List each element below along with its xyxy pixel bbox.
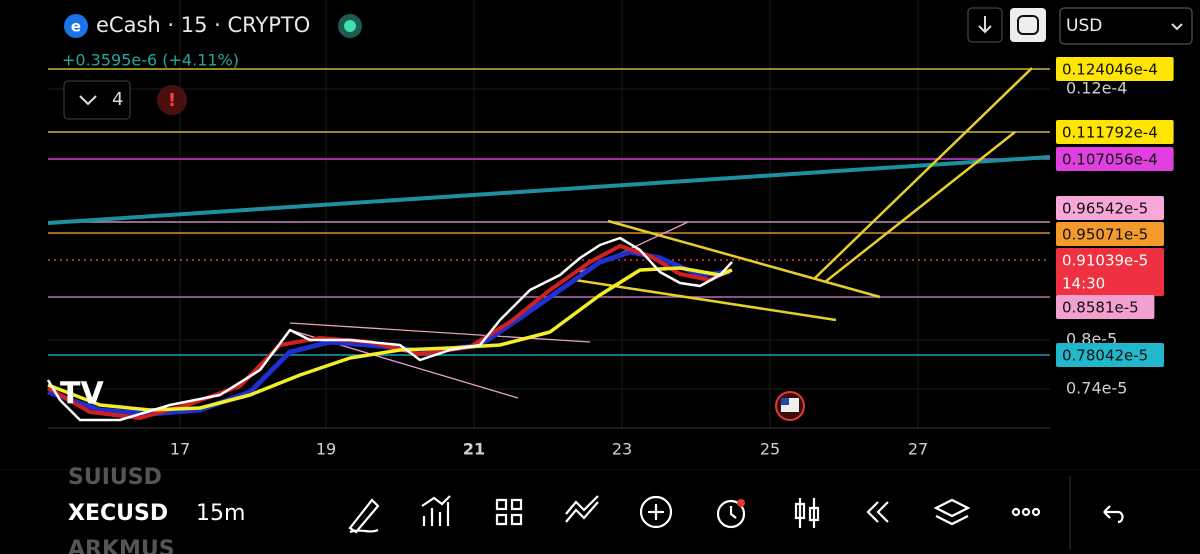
currency-label: USD — [1066, 16, 1102, 36]
price-badge-label: 0.91039e-5 — [1062, 252, 1148, 270]
countdown: 14:30 — [1062, 275, 1105, 293]
coin-logo-letter: e — [71, 18, 81, 36]
select-chevron — [1171, 23, 1183, 31]
watchlist-current[interactable]: XECUSD — [68, 501, 168, 526]
time-tick-label: 21 — [463, 440, 485, 459]
alert-icon[interactable] — [157, 85, 187, 115]
price-badge — [1056, 147, 1174, 171]
add-tool[interactable] — [639, 495, 673, 529]
yellow-trendlines — [574, 67, 1033, 322]
market-status-dot — [344, 20, 356, 32]
price-badge — [1056, 248, 1164, 296]
undo-tool[interactable] — [1103, 505, 1124, 524]
time-tick-label: 23 — [612, 440, 632, 459]
price-series — [46, 236, 733, 422]
toolbar-icons — [348, 495, 1124, 534]
price-tick-label: 0.12e-4 — [1066, 79, 1127, 98]
compare-tool[interactable] — [565, 495, 599, 523]
grid — [48, 0, 1050, 428]
price-badge-label: 0.96542e-5 — [1062, 200, 1148, 218]
coin-logo — [64, 14, 88, 38]
layers-tool[interactable] — [933, 498, 971, 526]
price-badge — [1056, 196, 1164, 220]
indicator-toggle[interactable] — [63, 80, 131, 120]
time-tick-label: 17 — [170, 440, 190, 459]
interval[interactable]: 15m — [196, 501, 245, 526]
fullscreen-button[interactable] — [1010, 8, 1046, 42]
watermark: TV — [60, 377, 104, 412]
price-badge-label: 0.124046e-4 — [1062, 61, 1158, 79]
clock-hands — [729, 506, 737, 519]
plus-icon — [648, 504, 664, 520]
alert-tool[interactable] — [716, 499, 746, 529]
price-badge-label: 0.8581e-5 — [1062, 299, 1139, 317]
time-tick-label: 19 — [316, 440, 336, 459]
price-badge-label: 0.107056e-4 — [1062, 151, 1158, 169]
price-badge — [1056, 222, 1164, 246]
price-badge-label: 0.78042e-5 — [1062, 347, 1148, 365]
symbol-title: eCash · 15 · CRYPTO — [96, 13, 310, 37]
price-badge — [1056, 120, 1174, 144]
time-tick-label: 25 — [760, 440, 780, 459]
flag-canton — [781, 398, 789, 405]
price-change: +0.3595e-6 (+4.11%) — [62, 51, 239, 70]
alert-mark: ! — [168, 90, 176, 111]
draw-tool[interactable] — [348, 498, 380, 534]
price-badge — [1056, 343, 1164, 367]
price-badge-label: 0.111792e-4 — [1062, 124, 1158, 142]
chart-type-tool[interactable] — [794, 498, 820, 528]
indicator-count: 4 — [112, 89, 123, 110]
watchlist-next[interactable]: ARKMUS — [68, 537, 175, 554]
watchlist-prev[interactable]: SUIUSD — [68, 465, 162, 490]
replay-tool[interactable] — [866, 501, 889, 523]
trend-line — [47, 155, 1051, 225]
alert-badge — [737, 499, 745, 507]
indicators-tool[interactable] — [421, 495, 451, 526]
price-badge-label: 0.95071e-5 — [1062, 226, 1148, 244]
currency-select[interactable] — [1059, 7, 1193, 45]
price-tick-label: 0.74e-5 — [1066, 379, 1127, 398]
price-badge — [1056, 295, 1155, 319]
templates-tool[interactable] — [495, 498, 523, 526]
time-tick-label: 27 — [908, 440, 928, 459]
price-badge — [1056, 57, 1174, 81]
chevron-icon — [79, 95, 97, 106]
down-arrow-icon — [978, 16, 992, 34]
level-lines — [48, 68, 1050, 356]
fullscreen-icon — [1017, 15, 1039, 35]
